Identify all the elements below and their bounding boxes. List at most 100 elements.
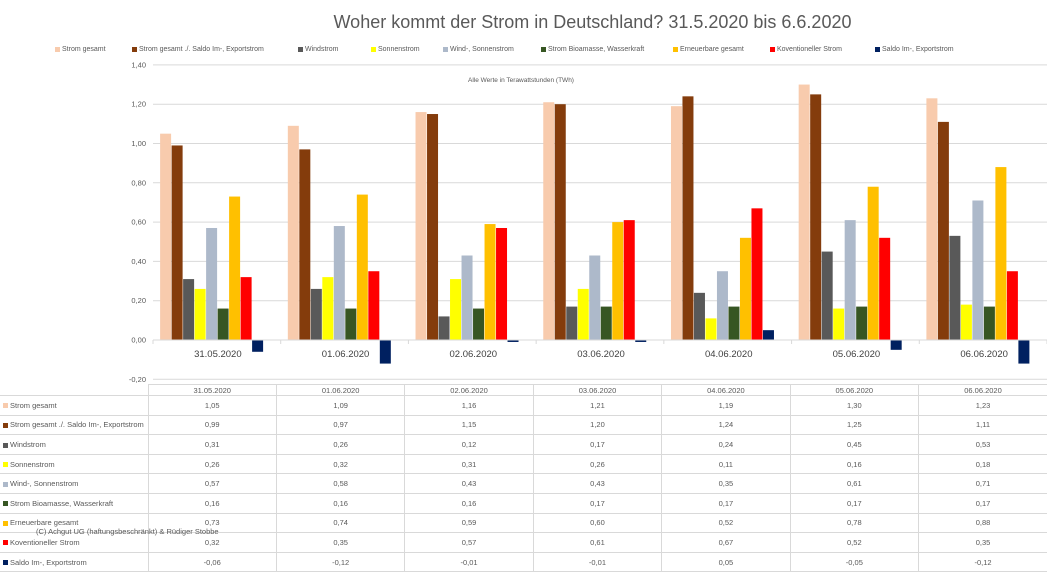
y-tick-label: 0,60 (131, 218, 146, 227)
chart-subtitle: Alle Werte in Terawattstunden (TWh) (468, 77, 574, 84)
table-cell: 0,53 (918, 434, 1047, 455)
bar (543, 102, 555, 340)
bar (160, 133, 172, 340)
legend-swatch (541, 47, 546, 52)
bar (890, 340, 902, 350)
bar (252, 340, 264, 352)
series-label: Strom gesamt (10, 400, 57, 410)
y-tick-label: 0,20 (131, 296, 146, 305)
legend: Strom gesamt Strom gesamt ./. Saldo Im-, … (0, 46, 1047, 60)
table-cell: 0,59 (404, 512, 534, 534)
table-cell: 0,61 (532, 532, 663, 553)
legend-item: Strom gesamt ./. Saldo Im-, Exportstrom (132, 46, 264, 53)
bar (577, 288, 589, 340)
table-header-cell: 06.06.2020 (918, 384, 1047, 396)
table-cell: 1,24 (661, 414, 791, 436)
table-cell: 1,11 (918, 414, 1047, 436)
bar (345, 308, 357, 340)
table-row-header: Windstrom (0, 434, 149, 455)
series-swatch (3, 462, 8, 468)
table-cell: 0,74 (275, 512, 406, 534)
bar (728, 306, 740, 340)
series-label: Strom Bioamasse, Wasserkraft (10, 498, 114, 508)
bar (716, 271, 728, 340)
y-tick-label: 0,40 (131, 257, 146, 266)
table-row: Strom gesamt 1,05 1,09 1,16 1,21 1,19 1,30 1,23 (0, 395, 1047, 416)
table-cell: 0,05 (661, 551, 791, 572)
table-cell: 0,17 (532, 492, 663, 514)
y-tick-label: 1,00 (131, 139, 146, 148)
series-swatch (3, 422, 8, 428)
table-row: Strom gesamt ./. Saldo Im-, Exportstrom 0… (0, 414, 1047, 436)
bar (879, 237, 891, 340)
bar (682, 96, 694, 340)
x-category-label: 01.06.2020 (322, 349, 370, 360)
table-cell: 0,35 (275, 532, 406, 553)
legend-item: Sonnenstrom (371, 46, 420, 53)
x-category-label: 03.06.2020 (577, 349, 625, 360)
legend-label: Strom gesamt ./. Saldo Im-, Exportstrom (139, 46, 264, 53)
table-cell: 1,21 (532, 395, 663, 416)
bar (461, 255, 473, 340)
bar (566, 306, 578, 340)
table-cell: 1,30 (789, 395, 920, 416)
table-cell: 0,88 (918, 512, 1047, 534)
legend-item: Erneuerbare gesamt (673, 46, 744, 53)
table-cell: -0,01 (404, 551, 534, 572)
table-cell: 0,60 (532, 512, 663, 534)
bar (507, 340, 519, 342)
table-cell: -0,05 (789, 551, 920, 572)
table-row-header: Wind-, Sonnenstrom (0, 473, 149, 494)
bar (867, 186, 879, 340)
table-cell: 0,32 (275, 453, 406, 475)
table-row-header: Sonnenstrom (0, 453, 149, 475)
table-cell: 0,26 (275, 434, 406, 455)
bar (473, 308, 485, 340)
table-row-header: Strom gesamt (0, 395, 149, 416)
chart-plot-area: -0,20 0,00 0,20 0,40 0,60 0,80 1,00 1,20 1,40 31.… (129, 60, 1047, 384)
chart-title: Woher kommt der Strom in Deutschland? 31… (333, 12, 852, 32)
legend-label: Erneuerbare gesamt (680, 46, 744, 53)
series-swatch (3, 403, 8, 409)
table-cell: 0,52 (789, 532, 920, 553)
legend-item: Saldo Im-, Exportstrom (875, 46, 954, 53)
table-cell: 0,11 (661, 453, 791, 475)
bar (623, 220, 635, 340)
legend-item: Windstrom (298, 46, 338, 53)
table-cell: 0,52 (661, 512, 791, 534)
table-cell: 0,12 (404, 434, 534, 455)
series-label: Wind-, Sonnenstrom (10, 479, 79, 489)
table-row: Strom Bioamasse, Wasserkraft 0,16 0,16 0,16… (0, 492, 1047, 514)
table-cell: 1,15 (404, 414, 534, 436)
legend-swatch (770, 47, 775, 52)
bar (798, 84, 810, 340)
bar (333, 226, 345, 340)
legend-swatch (875, 47, 880, 52)
table-cell: 1,25 (789, 414, 920, 436)
series-label: Strom gesamt ./. Saldo Im-, Exportstrom (10, 420, 144, 430)
table-cell: 0,18 (918, 453, 1047, 475)
table-cell: 0,24 (661, 434, 791, 455)
bar (368, 271, 380, 340)
bar (972, 200, 984, 340)
y-tick-label: 0,00 (131, 336, 146, 345)
table-header-cell: 03.06.2020 (532, 384, 663, 396)
legend-label: Wind-, Sonnenstrom (450, 46, 514, 53)
bar (438, 316, 450, 340)
table-header-row: 31.05.2020 01.06.2020 02.06.2020 03.06.2020… (0, 384, 1047, 396)
bar (310, 288, 322, 340)
table-cell: 0,31 (404, 453, 534, 475)
bar (937, 121, 949, 340)
legend-swatch (371, 47, 376, 52)
table-cell: 0,17 (532, 434, 663, 455)
table-header-cell: 02.06.2020 (404, 384, 534, 396)
bar (821, 251, 833, 340)
legend-swatch (673, 47, 678, 52)
table-cell: 0,16 (275, 492, 406, 514)
legend-swatch (55, 47, 60, 52)
table-cell: 0,35 (918, 532, 1047, 553)
series-label: Erneuerbare gesamt (10, 518, 79, 528)
bar (240, 277, 252, 340)
copyright-text: (C) Achgut UG (haftungsbeschränkt) & Rüd… (36, 527, 219, 536)
table-cell: 0,45 (789, 434, 920, 455)
